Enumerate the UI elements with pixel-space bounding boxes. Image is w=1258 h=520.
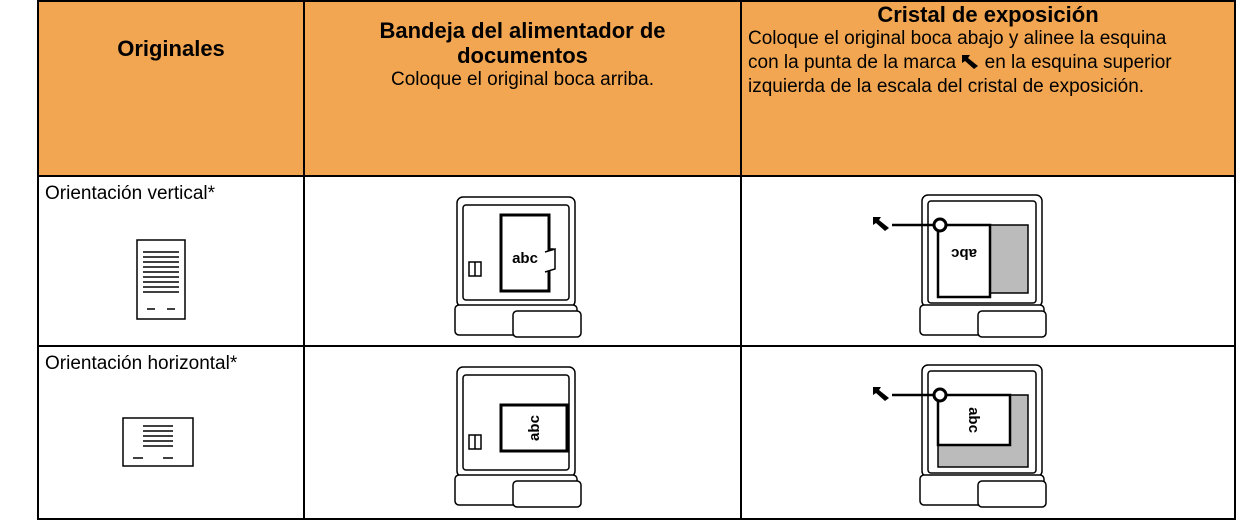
illustration-text: abc <box>526 415 543 441</box>
header-title: Cristal de exposición <box>877 2 1099 27</box>
doc-icon <box>136 239 186 320</box>
row-cell: Orientación vertical* <box>37 175 305 347</box>
description-text: Coloque el original boca abajo y alinee … <box>748 28 1167 73</box>
row-label: Orientación vertical* <box>45 183 216 204</box>
row-cell: abc <box>740 175 1236 347</box>
illustration-text: abc <box>951 245 977 262</box>
row-label: Orientación horizontal* <box>45 353 238 374</box>
header-title: Bandeja del alimentador de documentos <box>379 18 666 68</box>
header-description: Coloque el original boca arriba. <box>391 69 654 90</box>
row-cell: Orientación horizontal* <box>37 345 305 520</box>
row-cell: abc <box>740 345 1236 520</box>
glass-illustration: abc <box>873 364 1047 508</box>
feeder-illustration: abc <box>454 196 582 338</box>
row-cell: abc <box>303 345 742 520</box>
header-cell: Cristal de exposición Coloque el origina… <box>740 0 1236 177</box>
mark-icon <box>962 55 979 69</box>
description-text: en la esquina superior izquierda de la e… <box>748 52 1172 97</box>
header-cell: Bandeja del alimentador de documentos Co… <box>303 0 742 177</box>
glass-illustration: abc <box>873 194 1047 338</box>
header-description: Coloque el original boca abajo y alinee … <box>748 27 1178 99</box>
illustration-text: abc <box>965 407 982 433</box>
doc-icon <box>122 417 194 467</box>
header-cell: Originales <box>37 0 305 177</box>
header-title: Originales <box>117 36 225 61</box>
row-cell: abc <box>303 175 742 347</box>
illustration-text: abc <box>512 250 538 267</box>
feeder-illustration: abc <box>454 366 582 508</box>
